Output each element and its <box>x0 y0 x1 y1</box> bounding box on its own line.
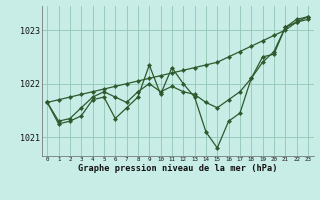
X-axis label: Graphe pression niveau de la mer (hPa): Graphe pression niveau de la mer (hPa) <box>78 164 277 173</box>
